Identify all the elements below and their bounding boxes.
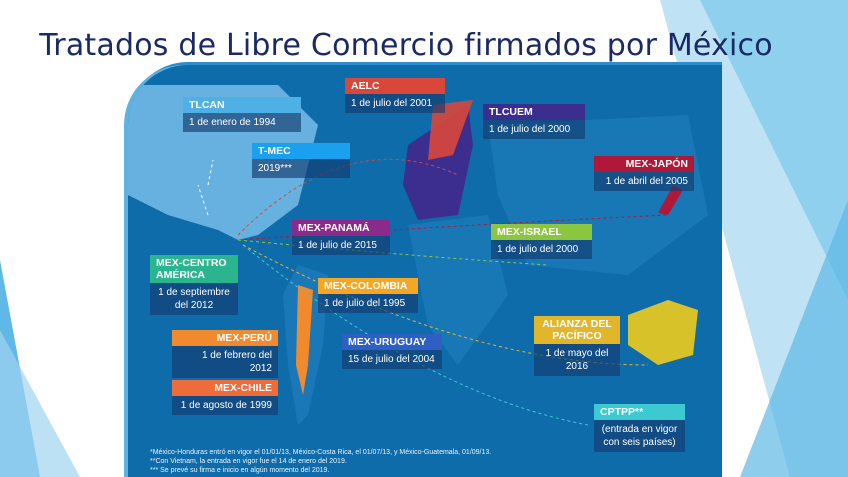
agreement-tmec: T-MEC 2019***	[252, 143, 350, 178]
agreement-mex-panama: MEX-PANAMÁ 1 de julio de 2015	[292, 220, 390, 255]
agreement-tlcuem: TLCUEM 1 de julio del 2000	[483, 104, 585, 139]
agreement-tlcan: TLCAN 1 de enero de 1994	[183, 97, 301, 132]
footnotes: *México-Honduras entró en vigor el 01/01…	[150, 449, 492, 474]
world-map	[128, 85, 708, 426]
agreement-aelc: AELC 1 de julio del 2001	[345, 78, 445, 113]
page-title: Tratados de Libre Comercio firmados por …	[39, 28, 773, 63]
agreement-cptpp: CPTPP** (entrada en vigor con seis paíse…	[594, 404, 685, 452]
agreement-mex-japon: MEX-JAPÓN 1 de abril del 2005	[594, 156, 694, 191]
agreement-mex-israel: MEX-ISRAEL 1 de julio del 2000	[491, 224, 592, 259]
agreement-mex-centroamerica: MEX-CENTRO AMÉRICA 1 de septiembre del 2…	[150, 255, 238, 315]
agreement-mex-chile: MEX-CHILE 1 de agosto de 1999	[172, 380, 278, 415]
agreement-mex-colombia: MEX-COLOMBIA 1 de julio del 1995	[318, 278, 418, 313]
agreement-alianza-pacifico: ALIANZA DEL PACÍFICO 1 de mayo del 2016	[534, 316, 620, 376]
agreement-mex-peru: MEX-PERÚ 1 de febrero del 2012	[172, 330, 278, 378]
trade-agreements-map: TLCAN 1 de enero de 1994 AELC 1 de julio…	[128, 65, 722, 477]
agreement-mex-uruguay: MEX-URUGUAY 15 de julio del 2004	[342, 334, 442, 369]
